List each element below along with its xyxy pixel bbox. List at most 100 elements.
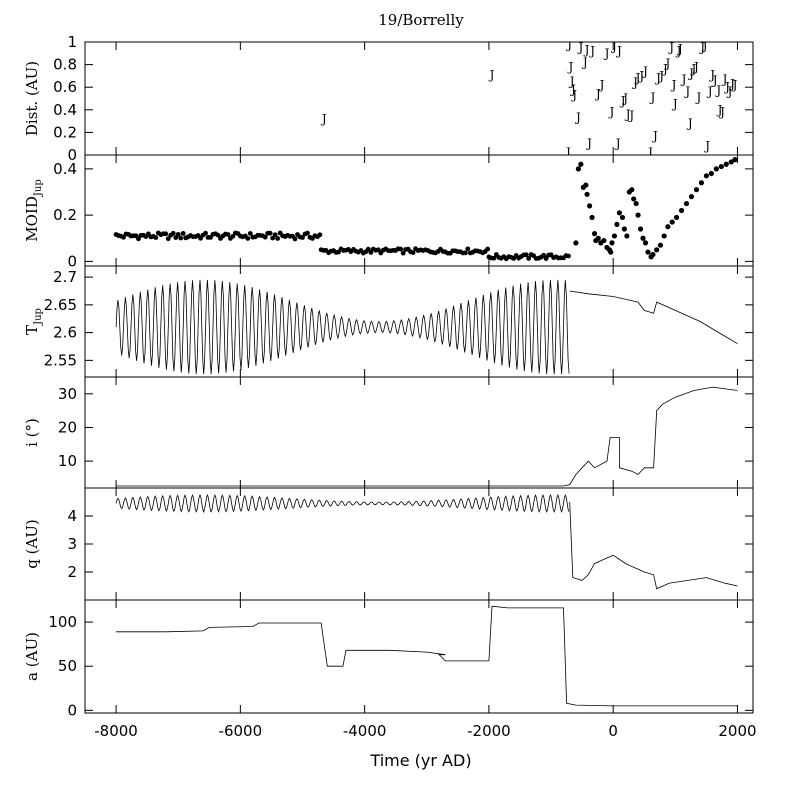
data-point xyxy=(230,233,236,239)
data-point xyxy=(163,231,169,237)
data-point xyxy=(180,231,186,236)
data-point xyxy=(462,250,468,256)
x-tick-label: -8000 xyxy=(94,722,138,740)
jupiter-encounter-marker: J xyxy=(676,42,683,56)
data-point xyxy=(654,247,660,253)
data-point xyxy=(642,240,649,246)
data-point xyxy=(683,200,690,207)
data-point xyxy=(305,230,310,236)
x-axis: -8000 -6000 -4000 -2000 0 2000 xyxy=(94,722,756,740)
oscillation-line xyxy=(115,279,570,375)
y-tick-label: 2.6 xyxy=(53,324,77,342)
jupiter-encounter-marker: J xyxy=(667,41,674,55)
data-point xyxy=(688,194,695,200)
y-tick-label: 0.4 xyxy=(53,101,77,119)
data-point xyxy=(215,232,221,238)
jupiter-encounter-marker: J xyxy=(663,56,670,70)
data-point xyxy=(400,250,406,256)
jupiter-encounter-marker: J xyxy=(716,103,723,117)
panel-frame xyxy=(84,376,754,489)
x-tick-label: -6000 xyxy=(219,722,263,740)
y-axis-label: q (AU) xyxy=(23,519,41,569)
jupiter-encounter-marker: J xyxy=(627,108,634,122)
panel-incl: 10 20 30 i (°) xyxy=(23,376,754,489)
y-tick-label: 3 xyxy=(67,535,77,553)
data-point xyxy=(665,224,671,230)
jupiter-encounter-marker: J xyxy=(641,64,648,78)
data-point xyxy=(247,231,253,236)
jupiter-encounter-marker: J xyxy=(708,68,715,82)
jupiter-encounter-marker: J xyxy=(637,69,644,83)
y-tick-label: 2 xyxy=(67,563,77,581)
data-point xyxy=(275,236,281,241)
y-axis-label: TJup xyxy=(23,308,44,335)
data-point xyxy=(591,231,598,237)
data-point xyxy=(153,235,159,240)
series-tjup xyxy=(115,279,738,375)
y-tick-label: 0.4 xyxy=(53,160,77,178)
jupiter-encounter-marker: J xyxy=(564,146,571,160)
jupiter-encounter-marker: J xyxy=(651,129,658,143)
data-point xyxy=(584,191,590,197)
jupiter-encounter-marker: J xyxy=(675,44,682,58)
data-point xyxy=(583,182,589,188)
jupiter-encounter-marker: J xyxy=(671,97,678,111)
y-tick-label: 0 xyxy=(67,252,77,270)
data-point xyxy=(609,240,615,246)
jupiter-encounter-marker: J xyxy=(594,87,601,101)
panel-moid: 0 0.2 0.4 MOIDJup xyxy=(23,154,754,270)
y-axis-label: a (AU) xyxy=(23,632,41,681)
jupiter-encounter-marker: J xyxy=(690,62,697,76)
data-point xyxy=(629,187,635,193)
series-line xyxy=(116,386,738,487)
data-point xyxy=(708,170,714,177)
y-tick-label: 20 xyxy=(58,418,77,436)
jupiter-encounter-marker: J xyxy=(718,105,725,119)
data-point xyxy=(398,246,404,252)
data-point xyxy=(170,230,176,236)
jupiter-encounter-marker: J xyxy=(670,78,677,92)
data-point xyxy=(611,233,618,239)
jupiter-encounter-marker: J xyxy=(488,68,495,82)
jupiter-encounter-marker: J xyxy=(565,37,572,51)
data-point xyxy=(640,235,646,241)
y-tick-label: 0.2 xyxy=(53,123,77,141)
data-point xyxy=(272,232,278,238)
data-point xyxy=(523,252,529,258)
data-point xyxy=(723,161,729,167)
y-tick-label: 0.8 xyxy=(53,56,77,74)
y-tick-label: 1 xyxy=(67,33,77,51)
series-line xyxy=(569,290,738,345)
jupiter-encounter-marker: J xyxy=(728,77,735,91)
jupiter-encounter-marker: J xyxy=(634,71,641,85)
data-point xyxy=(267,230,273,236)
data-point xyxy=(485,246,491,252)
data-point xyxy=(526,256,532,261)
y-tick-label: 4 xyxy=(67,507,77,525)
series-q xyxy=(115,493,738,590)
data-point xyxy=(368,249,374,255)
jupiter-encounter-marker: J xyxy=(598,78,605,92)
jupiter-encounter-marker: J xyxy=(706,85,713,99)
data-point xyxy=(578,161,584,167)
data-point xyxy=(178,235,184,241)
y-tick-label: 0 xyxy=(67,146,77,164)
data-point xyxy=(631,196,637,202)
y-tick-label: 2.7 xyxy=(53,268,77,286)
series-moid xyxy=(113,157,738,262)
jupiter-encounter-marker: J xyxy=(695,90,702,104)
data-point xyxy=(608,249,614,255)
panel-frame xyxy=(84,599,754,714)
data-point xyxy=(262,234,268,240)
jupiter-encounter-marker: J xyxy=(631,76,638,90)
jupiter-encounter-marker: J xyxy=(588,44,595,58)
data-point xyxy=(621,226,627,232)
jupiter-encounter-marker: J xyxy=(692,60,699,74)
y-tick-label: 2.65 xyxy=(44,296,77,314)
y-axis-label-subscript: Jup xyxy=(33,308,44,326)
jupiter-encounter-marker: J xyxy=(614,137,621,151)
x-tick-label: -4000 xyxy=(343,722,387,740)
panel-q: 2 3 4 q (AU) xyxy=(23,487,754,601)
